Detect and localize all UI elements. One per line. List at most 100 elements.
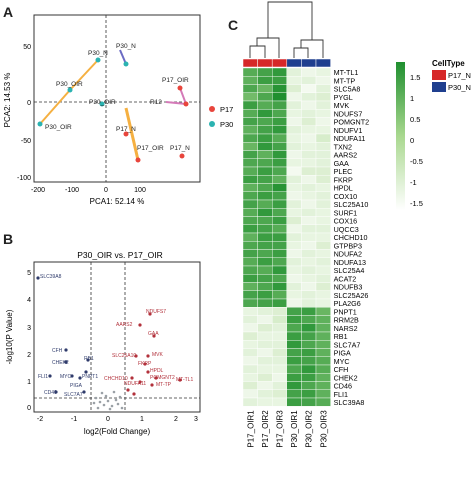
celltype-bar [242,58,331,68]
heatmap-row-label: AARS2 [334,151,358,160]
volcano-xtick: -1 [71,416,77,423]
heatmap-cell [242,323,258,333]
legend-label-p17: P17 [220,105,233,114]
heatmap-cell [315,373,331,382]
heatmap-cell [272,92,288,102]
heatmap-cell [242,274,258,283]
heatmap-cell [301,125,317,135]
heatmap-cell [257,191,273,201]
volcano-gene-label: HPDL [150,368,164,374]
heatmap-cell [242,373,258,382]
scale-tick: -1.5 [410,199,423,208]
heatmap-cell [315,133,331,143]
volcano-gene-label: POMGNT2 [150,375,175,381]
heatmap-row-label: PIGA [334,349,351,358]
heatmap-cell [286,323,302,333]
heatmap-cell [315,84,331,93]
pca-path-2 [39,89,71,125]
pca-xtick: 0 [104,187,108,194]
volcano-gene-label: GAA [148,331,159,337]
pca-point [95,57,101,63]
heatmap-cell [272,84,288,93]
volcano-ns-points [92,390,124,411]
heatmap-cell [315,274,331,283]
pca-point-label: P17_OIR [162,77,189,84]
volcano-gene-label: RB1 [84,356,94,362]
pca-point [179,153,185,159]
heatmap-cell [286,373,302,382]
heatmap-cell [272,109,288,118]
heatmap-cell [286,92,302,102]
heatmap-cell [301,290,317,300]
heatmap-row-label: NDUFS7 [334,109,363,118]
heatmap-row-label: GTPBP3 [334,241,362,250]
heatmap-row-label: CHCHD10 [334,233,368,242]
heatmap-cell [286,84,302,93]
volcano-xtick: 3 [194,416,198,423]
heatmap-cell [242,249,258,258]
heatmap-cell [301,150,317,159]
panel-c-label: C [228,17,238,33]
heatmap-cell [301,265,317,275]
heatmap-cell [272,389,288,399]
pca-point-label: P30_N [116,43,136,50]
heatmap-cell [315,224,331,234]
heatmap-cell [315,67,331,77]
volcano-xtick: 2 [174,416,178,423]
pca-point [177,85,183,91]
heatmap-cell [301,84,317,93]
heatmap-row-label: ACAT2 [334,274,357,283]
heatmap-cells [242,67,331,407]
pca-path-4 [179,87,187,105]
heatmap-cell [286,265,302,275]
heatmap-cell [257,76,273,85]
volcano-gene-label: SLC25A10 [112,353,136,359]
heatmap-cell [257,257,273,267]
celltype-swatch-p30 [432,82,446,92]
pca-xtick: -200 [31,187,45,194]
heatmap-cell [257,125,273,135]
celltype-cell [301,58,317,68]
heatmap-row-label: NDUFA2 [334,250,362,259]
scale-tick: 1.5 [410,73,420,82]
heatmap-cell [242,265,258,275]
heatmap-cell [242,241,258,250]
pca-y-ticks: 50 0 -50 -100 [17,44,31,182]
heatmap-cell [315,142,331,151]
heatmap-cell [286,232,302,242]
heatmap-cell [286,183,302,192]
volcano-title: P30_OIR vs. P17_OIR [77,250,163,260]
heatmap-cell [301,208,317,217]
heatmap-cell [257,389,273,399]
volcano-xtick: -2 [37,416,43,423]
heatmap-cell [315,290,331,300]
scale-tick: -0.5 [410,157,423,166]
heatmap-cell [242,224,258,234]
heatmap-cell [301,389,317,399]
heatmap-cell [242,290,258,300]
legend-label-p30: P30 [220,120,233,129]
heatmap-cell [257,307,273,316]
pca-path-3 [124,107,140,161]
heatmap-cell [242,356,258,366]
heatmap-cell [315,307,331,316]
volcano-xtick: 0 [106,416,110,423]
heatmap-cell [257,158,273,168]
heatmap-cell [257,381,273,390]
volcano-gene-label: NDUFA11 [124,381,146,387]
heatmap-cell [272,125,288,135]
heatmap-cell [272,224,288,234]
heatmap-row-label: SLC25A4 [334,266,365,275]
heatmap-cell [242,100,258,110]
heatmap-row-label: RB1 [334,332,348,341]
heatmap-row-label: SLC5A8 [334,85,361,94]
heatmap-cell [272,183,288,192]
heatmap-cell [286,340,302,349]
heatmap-cell [272,175,288,184]
heatmap-row-label: MT-TL1 [334,68,359,77]
heatmap-row-label: FLI1 [334,390,348,399]
volcano-down-points [36,276,90,394]
heatmap-cell [257,315,273,324]
pca-ytick: 50 [23,44,31,51]
